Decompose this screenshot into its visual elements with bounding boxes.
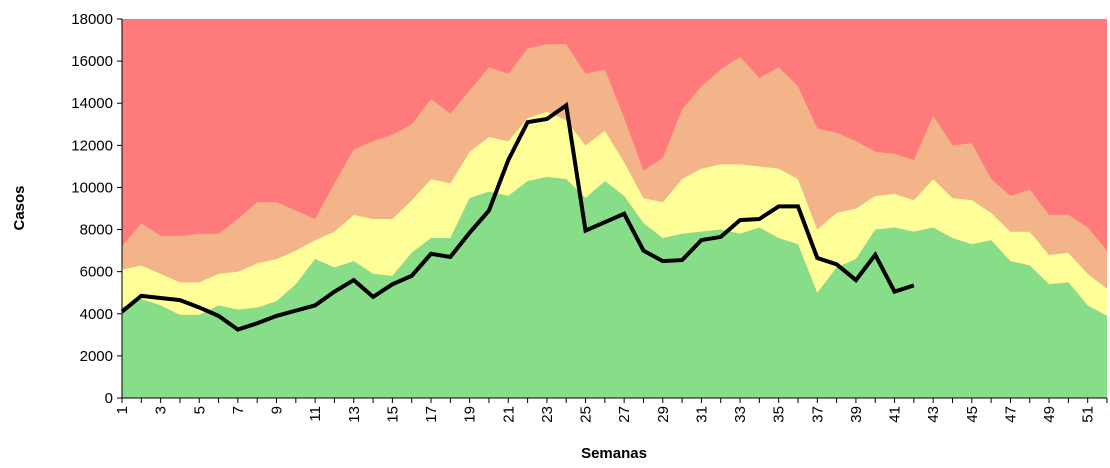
x-tick-label: 15: [384, 406, 401, 423]
line: [120, 101, 915, 332]
x-tick-label: 31: [693, 406, 710, 423]
x-tick-label: 47: [1002, 406, 1019, 423]
x-tick-label: 5: [191, 406, 208, 414]
x-tick-label: 3: [153, 406, 170, 414]
y-tick-label: 16000: [71, 53, 113, 70]
x-tick-label: 23: [539, 406, 556, 423]
x-tick-label: 11: [307, 406, 324, 422]
x-tick-label: 25: [578, 406, 595, 423]
x-tick-label: 29: [655, 406, 672, 423]
x-tick-label: 51: [1080, 406, 1097, 423]
x-tick-label: 9: [269, 406, 286, 414]
x-tick-label: 19: [462, 406, 479, 423]
x-tick-label: 7: [230, 406, 247, 414]
y-tick-label: 8000: [80, 222, 113, 239]
y-tick-label: 6000: [80, 264, 113, 281]
x-tick-label: 43: [925, 406, 942, 423]
y-tick-label: 10000: [71, 179, 113, 196]
x-tick-label: 13: [346, 406, 363, 423]
x-tick-label: 49: [1041, 406, 1058, 423]
x-tick-label: 35: [771, 406, 788, 423]
area: [122, 44, 1107, 289]
x-tick-label: 37: [809, 406, 826, 423]
x-tick-label: 27: [616, 406, 633, 423]
y-tick-label: 4000: [80, 306, 113, 323]
y-tick-label: 18000: [71, 11, 113, 28]
area: [122, 176, 1107, 398]
x-tick-label: 33: [732, 406, 749, 423]
y-axis-title: Casos: [11, 185, 28, 230]
y-tick-label: 12000: [71, 137, 113, 154]
y-tick-label: 2000: [80, 348, 113, 365]
y-tick-label: 0: [105, 390, 113, 407]
area: [122, 111, 1107, 316]
x-tick-label: 17: [423, 406, 440, 423]
x-tick-label: 1: [114, 406, 131, 414]
x-axis-title: Semanas: [581, 445, 647, 462]
x-tick-label: 39: [848, 406, 865, 423]
x-tick-label: 21: [500, 406, 517, 423]
x-tick-label: 41: [887, 406, 904, 423]
y-tick-label: 14000: [71, 95, 113, 112]
x-tick-label: 45: [964, 406, 981, 423]
